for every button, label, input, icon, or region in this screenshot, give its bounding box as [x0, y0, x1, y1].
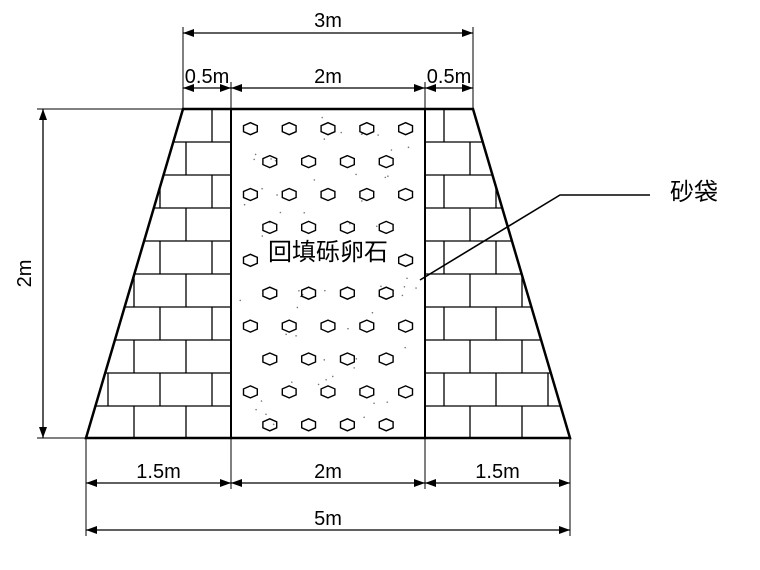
svg-text:2m: 2m: [14, 260, 36, 288]
svg-text:1.5m: 1.5m: [136, 461, 180, 483]
svg-text:5m: 5m: [314, 508, 342, 530]
dim-bot-segments: 1.5m 2m 1.5m: [86, 438, 570, 489]
dim-top-segments: 0.5m 2m 0.5m: [183, 66, 473, 109]
dim-top-total: 3m: [183, 10, 473, 109]
svg-text:1.5m: 1.5m: [475, 461, 519, 483]
svg-text:2m: 2m: [314, 66, 342, 88]
svg-text:0.5m: 0.5m: [427, 66, 471, 88]
dim-bot-total: 5m: [86, 438, 570, 536]
svg-text:0.5m: 0.5m: [185, 66, 229, 88]
svg-text:3m: 3m: [314, 10, 342, 32]
gravel-fill: [231, 109, 425, 438]
center-label: 回填砾卵石: [268, 239, 388, 266]
callout-label: 砂袋: [670, 179, 718, 206]
svg-text:2m: 2m: [314, 461, 342, 483]
